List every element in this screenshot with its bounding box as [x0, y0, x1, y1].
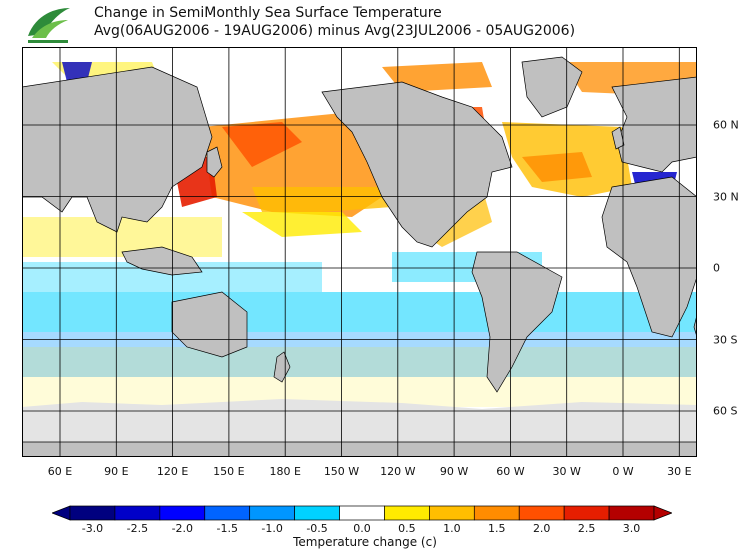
colorbar-segment	[339, 505, 385, 521]
latitude-label: 60 S	[713, 404, 738, 418]
map-gridlines	[22, 47, 697, 457]
leaf-logo-icon	[28, 8, 70, 43]
eurasia-east-land	[611, 76, 697, 173]
colorbar-tick-label: -2.5	[126, 522, 149, 535]
latitude-label: 60 N	[713, 118, 739, 132]
latitude-label: 30 N	[713, 190, 739, 203]
longitude-label: 180 E	[269, 465, 301, 478]
longitude-label: 120 E	[156, 465, 189, 478]
colorbar-tick-label: 2.5	[577, 522, 596, 535]
south-america-land	[471, 251, 563, 393]
land-masses	[22, 56, 697, 457]
longitude-label: 60 E	[47, 465, 73, 478]
map-title: Change in SemiMonthly Sea Surface Temper…	[94, 4, 575, 40]
longitude-label: 30 W	[552, 465, 581, 478]
colorbar-segment	[294, 505, 340, 521]
japan-land	[206, 146, 223, 178]
new-zealand-land	[273, 351, 291, 383]
colorbar-segment	[518, 505, 565, 521]
colorbar-tick-label: -0.5	[306, 522, 328, 535]
colorbar	[52, 505, 672, 521]
colorbar-segment	[69, 505, 116, 521]
colorbar-segment	[384, 505, 430, 521]
latitude-label: 30 S	[713, 333, 738, 346]
longitude-label: 90 W	[439, 465, 469, 478]
longitude-label: 90 E	[104, 465, 129, 478]
north-america-land	[321, 81, 513, 248]
title-line-2: Avg(06AUG2006 - 19AUG2006) minus Avg(23J…	[94, 23, 576, 39]
colorbar-tick-label: 0.5	[398, 522, 416, 535]
colorbar-tick-label: -3.0	[81, 522, 104, 535]
title-line-1: Change in SemiMonthly Sea Surface Temper…	[94, 5, 442, 21]
colorbar-segment	[473, 505, 520, 521]
longitude-label: 30 E	[667, 465, 692, 478]
antarctica-land	[22, 441, 697, 457]
colorbar-segment	[204, 505, 251, 521]
colorbar-segment	[429, 505, 475, 521]
colorbar-tick-label: 1.0	[443, 522, 461, 535]
colorbar-tick-label: -1.5	[216, 522, 238, 535]
sst-anomaly-field	[22, 62, 697, 407]
sst-change-map	[22, 47, 697, 457]
uk-land	[611, 126, 625, 150]
longitude-label: 150 E	[213, 465, 245, 478]
colorbar-tick-label: 0.0	[353, 522, 371, 535]
colorbar-segment	[608, 505, 655, 521]
longitude-label: 150 W	[323, 465, 360, 478]
colorbar-segment	[563, 505, 610, 521]
colorbar-tick-label: 3.0	[622, 522, 641, 535]
colorbar-tick-label: -1.0	[261, 522, 283, 535]
longitude-label: 120 W	[380, 465, 416, 478]
longitude-label: 60 W	[496, 465, 525, 478]
colorbar-low-arrow	[52, 505, 71, 521]
colorbar-tick-label: 2.0	[532, 522, 551, 535]
colorbar-high-arrow	[653, 505, 672, 521]
colorbar-title: Temperature change (c)	[293, 535, 437, 549]
colorbar-tick-label: 1.5	[488, 522, 506, 535]
longitude-label: 0 W	[612, 465, 634, 478]
colorbar-tick-label: -2.0	[171, 522, 194, 535]
colorbar-segment	[249, 505, 295, 521]
eurasia-west-land	[22, 66, 213, 233]
australia-land	[171, 291, 248, 358]
africa-land	[601, 176, 697, 338]
colorbar-segment	[114, 505, 161, 521]
colorbar-segment	[159, 505, 206, 521]
latitude-label: 0	[713, 261, 720, 275]
